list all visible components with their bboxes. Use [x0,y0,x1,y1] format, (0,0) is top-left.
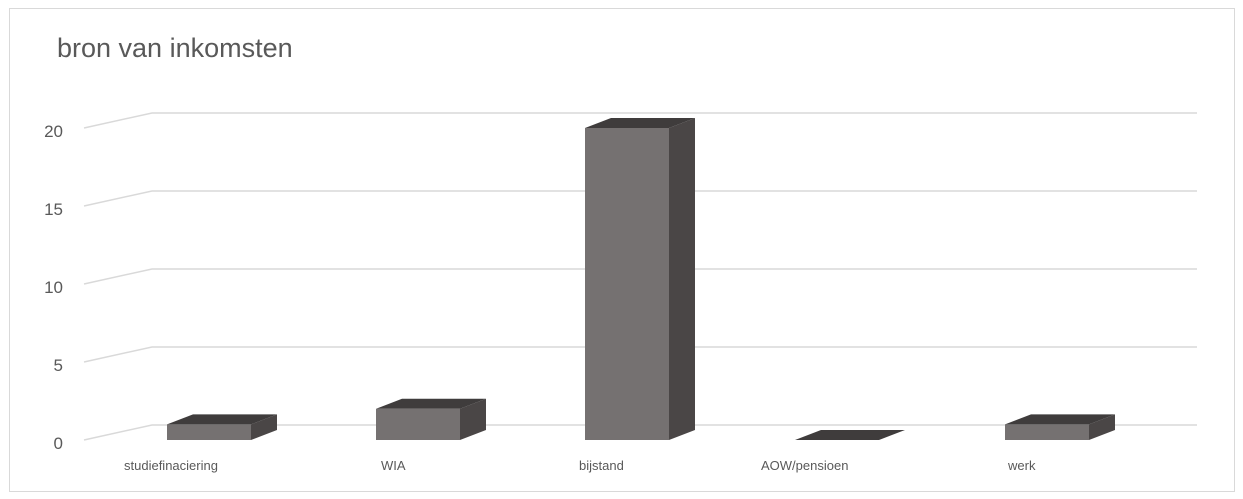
bar-side [251,414,277,440]
gridline [83,346,1197,363]
bar-front [585,128,669,440]
x-category-label: werk [1007,458,1036,473]
bar-front [1005,424,1089,440]
gridlines [83,112,1197,441]
bar-side [460,398,486,440]
gridline [83,190,1197,207]
bar-front [376,408,460,440]
bar [795,430,905,440]
gridline [83,268,1197,285]
gridline [83,112,1197,129]
y-tick-label: 5 [54,356,63,375]
y-tick-label: 15 [44,200,63,219]
bar-top [167,414,277,425]
y-axis-ticks: 0 5 10 15 20 [44,122,63,453]
x-category-label: bijstand [579,458,624,473]
bar-top [585,118,695,128]
x-category-label: AOW/pensioen [761,458,848,473]
bars [167,118,1115,440]
bar-top [795,430,905,440]
bar [167,414,277,440]
gridline [83,424,1197,441]
bar [376,398,486,440]
chart-title: bron van inkomsten [57,33,293,63]
y-tick-label: 20 [44,122,63,141]
x-axis-categories: studiefinaciering WIA bijstand AOW/pensi… [124,458,1036,473]
bar-side [669,118,695,440]
y-tick-label: 0 [54,434,63,453]
x-category-label: studiefinaciering [124,458,218,473]
bar [1005,414,1115,440]
bar-top [376,398,486,409]
bar-side [1089,414,1115,440]
bar-top [1005,414,1115,425]
x-category-label: WIA [381,458,406,473]
y-tick-label: 10 [44,278,63,297]
bar-front [167,424,251,440]
bar [585,118,695,440]
